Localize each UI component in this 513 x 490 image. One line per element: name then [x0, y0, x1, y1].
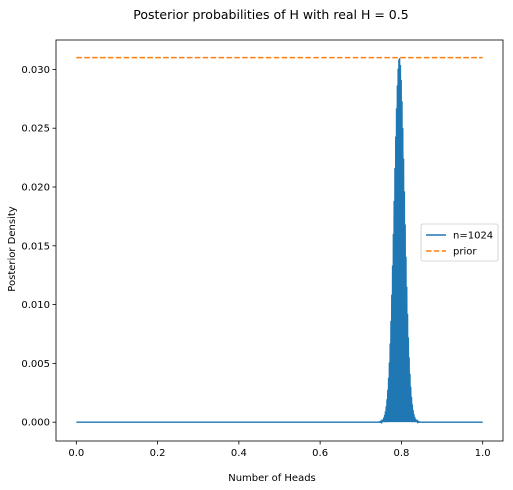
y-tick-label: 0.015: [21, 241, 50, 252]
y-axis-label: Posterior Density: [7, 206, 18, 291]
y-tick-label: 0.030: [21, 65, 50, 76]
legend: n=1024 prior: [421, 224, 498, 261]
legend-label-posterior: n=1024: [453, 231, 493, 242]
y-tick-label: 0.010: [21, 300, 50, 311]
y-tick-label: 0.020: [21, 182, 50, 193]
y-tick-label: 0.000: [21, 418, 50, 429]
x-tick-label: 0.2: [150, 448, 166, 459]
x-tick-label: 0.6: [312, 448, 328, 459]
x-tick-label: 1.0: [475, 448, 491, 459]
x-tick-label: 0.8: [393, 448, 409, 459]
x-tick-label: 0.0: [68, 448, 84, 459]
x-axis-label: Number of Heads: [228, 473, 316, 484]
x-tick-label: 0.4: [231, 448, 247, 459]
legend-label-prior: prior: [453, 247, 477, 258]
y-tick-label: 0.025: [21, 124, 50, 135]
y-tick-label: 0.005: [21, 359, 50, 370]
chart-title: Posterior probabilities of H with real H…: [133, 7, 408, 22]
